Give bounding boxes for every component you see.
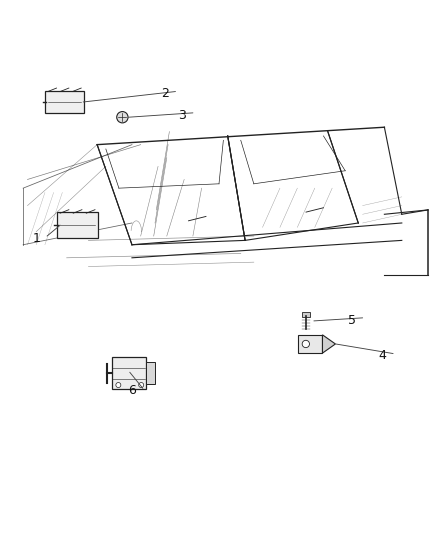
Text: 6: 6 bbox=[128, 384, 136, 397]
Text: 3: 3 bbox=[178, 109, 186, 122]
FancyBboxPatch shape bbox=[45, 91, 84, 114]
Text: 1: 1 bbox=[32, 232, 40, 245]
Text: 2: 2 bbox=[161, 87, 169, 100]
FancyBboxPatch shape bbox=[302, 312, 311, 317]
Bar bbox=[298, 335, 322, 353]
Polygon shape bbox=[322, 335, 336, 353]
Circle shape bbox=[117, 111, 128, 123]
Circle shape bbox=[302, 340, 310, 348]
Text: 5: 5 bbox=[348, 313, 356, 327]
Circle shape bbox=[116, 383, 121, 387]
Bar bbox=[112, 358, 146, 389]
Circle shape bbox=[139, 383, 144, 387]
Text: 4: 4 bbox=[378, 349, 386, 362]
Bar bbox=[146, 362, 155, 384]
FancyBboxPatch shape bbox=[57, 212, 98, 238]
